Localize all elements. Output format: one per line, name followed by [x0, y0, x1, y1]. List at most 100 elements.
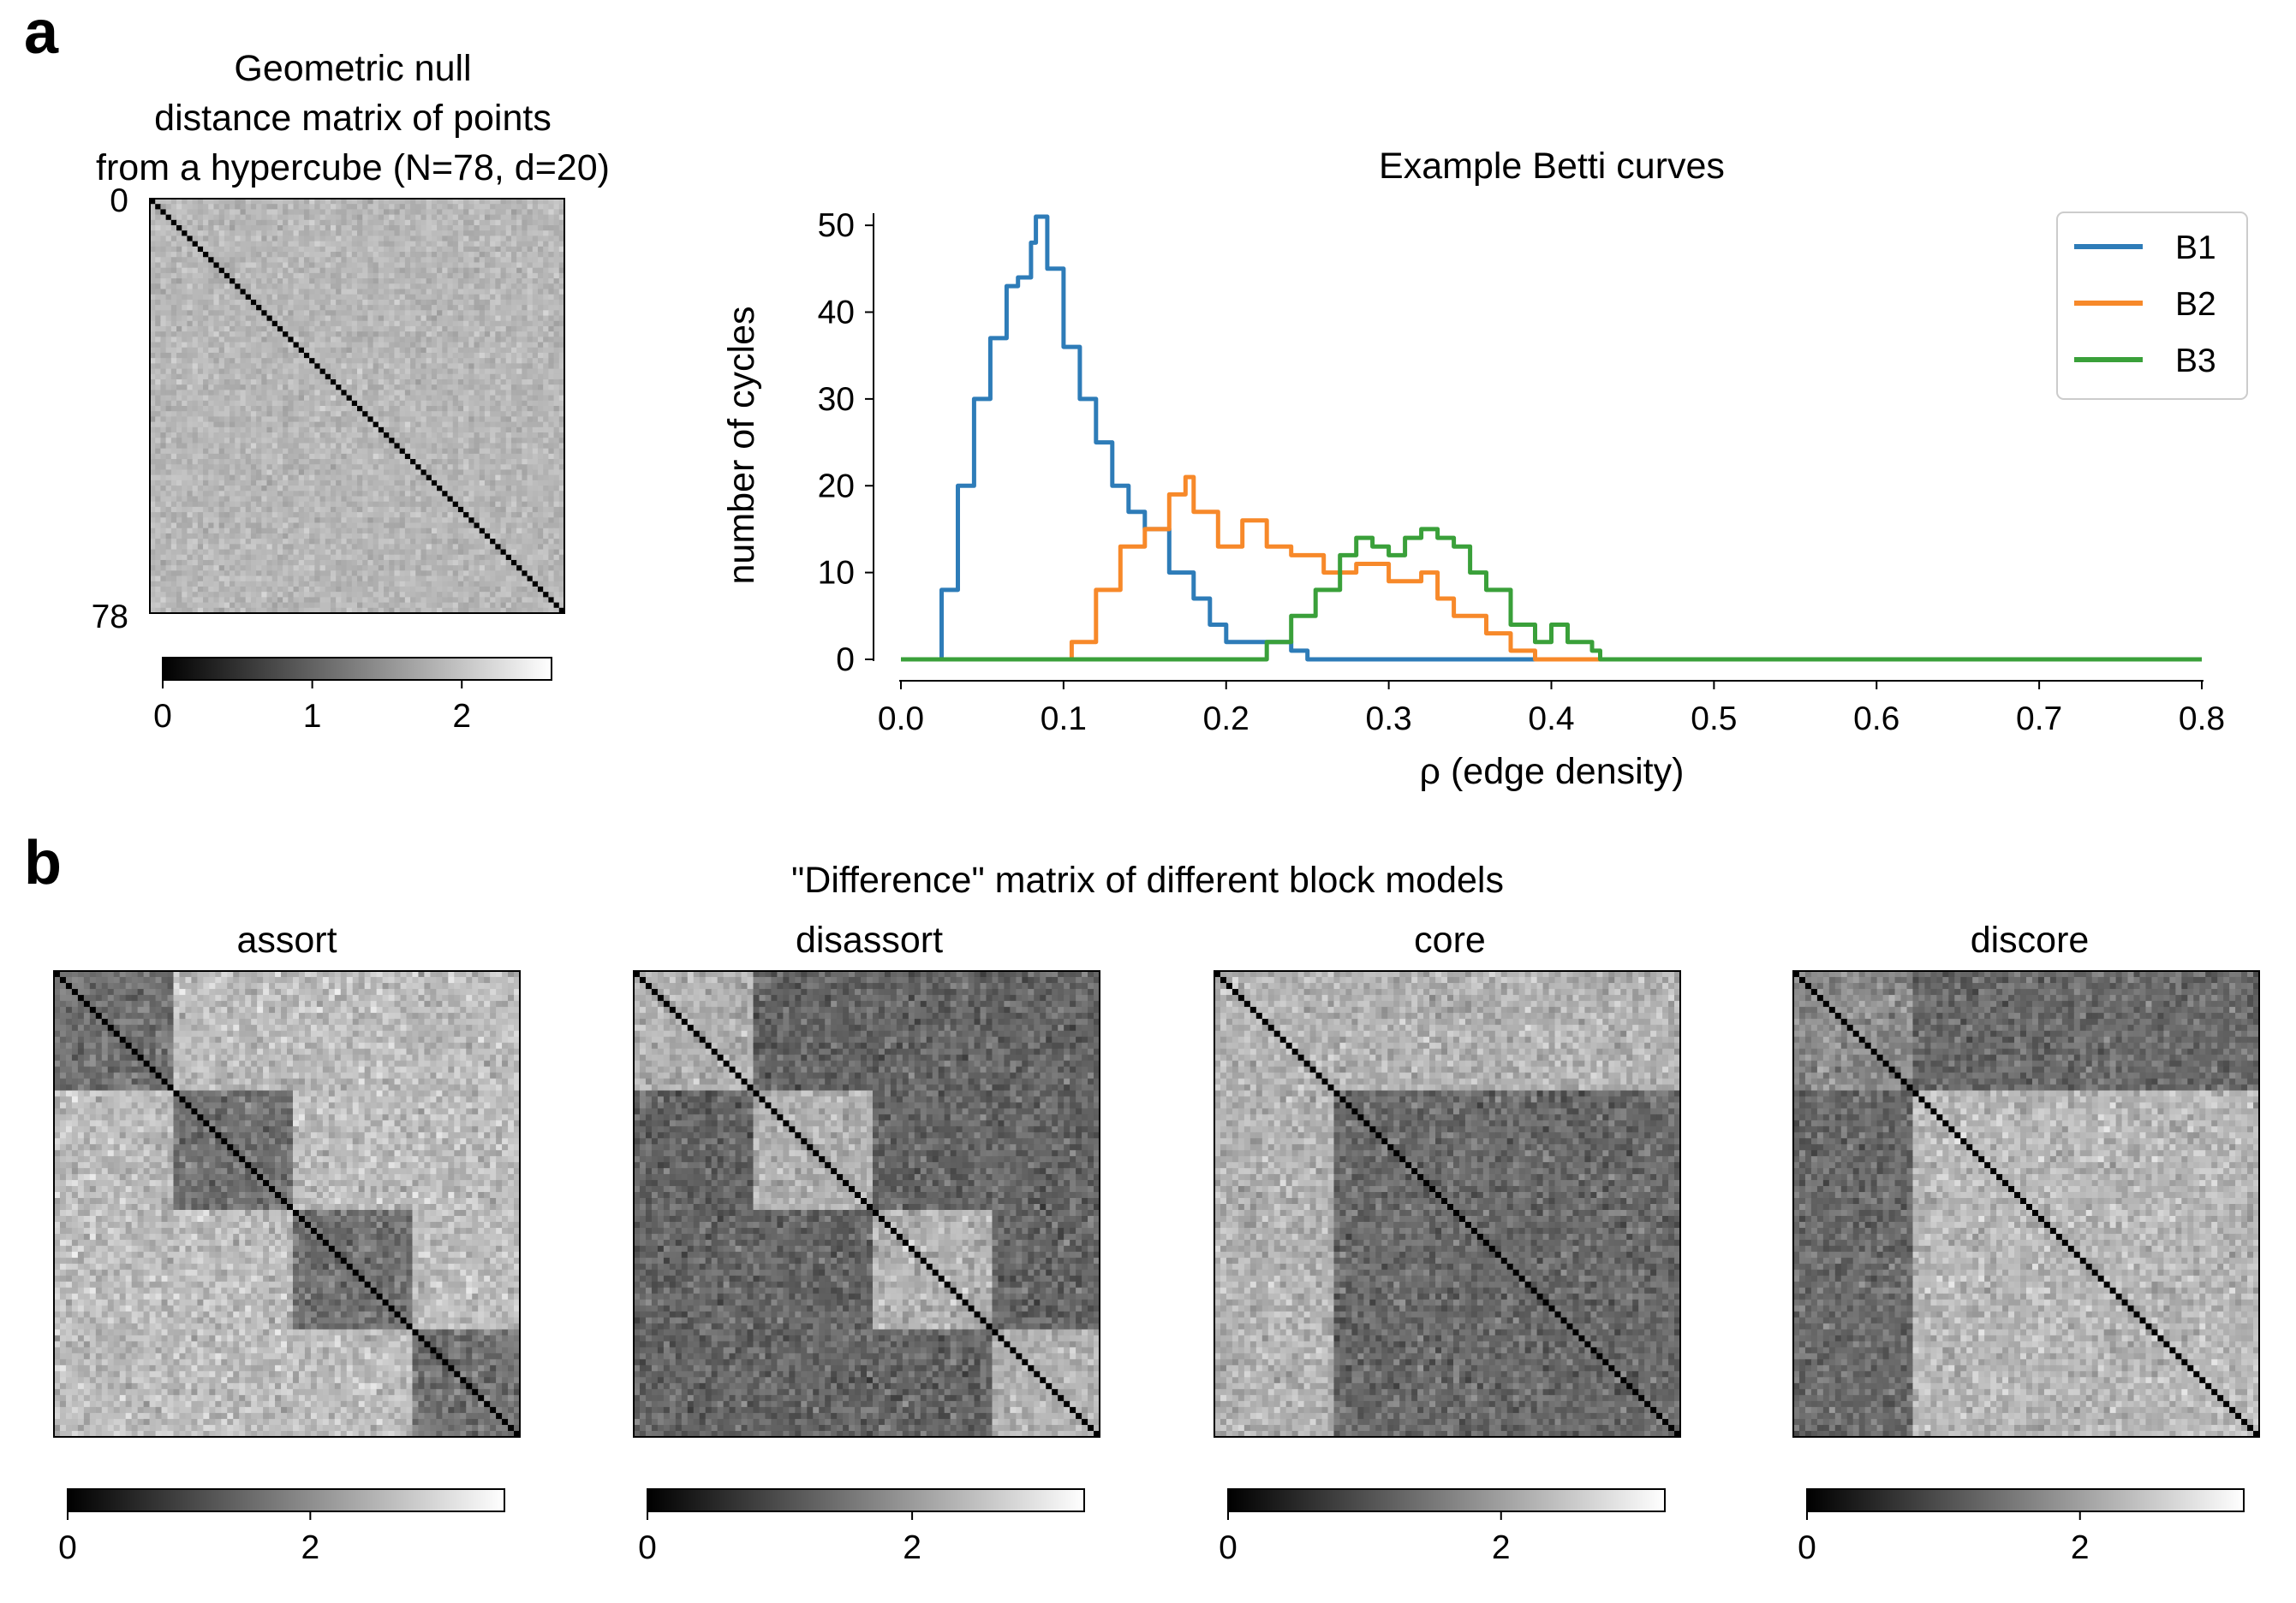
heatmap-cell — [532, 262, 539, 269]
heatmap-cell — [240, 438, 247, 444]
heatmap-cell — [415, 527, 422, 534]
heatmap-cell — [170, 474, 177, 481]
heatmap-cell — [558, 448, 565, 455]
heatmap-cell — [314, 501, 321, 508]
heatmap-cell — [309, 480, 315, 486]
heatmap-cell — [415, 204, 422, 211]
heatmap-cell — [479, 501, 486, 508]
heatmap-cell — [197, 384, 204, 390]
heatmap-cell — [277, 464, 283, 471]
heatmap-cell — [490, 283, 496, 290]
heatmap-cell — [277, 363, 283, 370]
heatmap-cell — [362, 448, 369, 455]
heatmap-cell — [431, 416, 438, 423]
heatmap-cell — [341, 421, 348, 428]
heatmap-cell — [240, 474, 247, 481]
heatmap-cell — [553, 533, 560, 539]
heatmap-cell — [527, 459, 534, 465]
heatmap-cell — [250, 390, 257, 396]
heatmap-cell — [271, 411, 278, 418]
heatmap-cell — [389, 506, 396, 513]
heatmap-cell — [431, 267, 438, 274]
heatmap-cell — [490, 325, 496, 332]
heatmap-cell — [261, 262, 268, 269]
heatmap-cell — [490, 426, 496, 433]
heatmap-cell — [420, 262, 427, 269]
heatmap-cell — [319, 426, 326, 433]
heatmap-cell — [410, 443, 416, 450]
heatmap-cell — [250, 325, 257, 332]
heatmap-cell — [346, 199, 353, 205]
heatmap-cell — [283, 337, 289, 343]
heatmap-cell — [389, 342, 396, 349]
heatmap-cell — [336, 506, 342, 513]
heatmap-cell — [288, 527, 295, 534]
heatmap-cell — [325, 267, 331, 274]
heatmap-cell — [150, 363, 156, 370]
heatmap-cell — [500, 257, 507, 264]
heatmap-cell — [341, 347, 348, 354]
heatmap-cell — [558, 421, 565, 428]
heatmap-cell — [426, 390, 432, 396]
heatmap-cell — [192, 299, 199, 306]
heatmap-cell — [537, 512, 544, 518]
heatmap-cell — [474, 469, 480, 476]
heatmap-cell — [271, 421, 278, 428]
heatmap-cell — [351, 533, 358, 539]
heatmap-cell — [330, 448, 337, 455]
heatmap-cell — [245, 209, 252, 216]
heatmap-cell — [373, 384, 379, 390]
heatmap-cell — [447, 199, 454, 205]
heatmap-cell — [516, 352, 522, 359]
heatmap-cell — [240, 352, 247, 359]
heatmap-cell — [367, 491, 374, 498]
heatmap-cell — [325, 352, 331, 359]
heatmap-cell — [170, 320, 177, 327]
heatmap-cell — [351, 331, 358, 337]
heatmap-cell — [495, 491, 502, 498]
heatmap-cell — [330, 325, 337, 332]
heatmap-cell — [208, 406, 215, 412]
heatmap-cell — [150, 199, 156, 205]
heatmap-cell — [410, 432, 416, 438]
heatmap-cell — [463, 438, 469, 444]
heatmap-cell — [176, 214, 182, 221]
heatmap-cell — [160, 522, 167, 529]
heatmap-cell — [235, 443, 242, 450]
heatmap-cell — [505, 459, 512, 465]
heatmap-cell — [474, 214, 480, 221]
heatmap-cell — [155, 438, 162, 444]
heatmap-cell — [362, 480, 369, 486]
heatmap-cell — [420, 299, 427, 306]
heatmap-cell — [362, 331, 369, 337]
heatmap-cell — [314, 267, 321, 274]
heatmap-cell — [277, 400, 283, 407]
heatmap-cell — [452, 230, 459, 237]
heatmap-cell — [197, 320, 204, 327]
heatmap-cell — [341, 426, 348, 433]
heatmap-cell — [510, 527, 517, 534]
heatmap-cell — [303, 512, 310, 518]
heatmap-cell — [192, 416, 199, 423]
heatmap-cell — [245, 305, 252, 311]
heatmap-cell — [293, 390, 300, 396]
heatmap-cell — [303, 230, 310, 237]
heatmap-cell — [357, 469, 363, 476]
heatmap-cell — [176, 219, 182, 226]
heatmap-cell — [537, 278, 544, 284]
heatmap-cell — [452, 390, 459, 396]
heatmap-cell — [420, 225, 427, 231]
heatmap-cell — [250, 438, 257, 444]
heatmap-cell — [479, 315, 486, 322]
heatmap-cell — [357, 219, 363, 226]
heatmap-cell — [490, 230, 496, 237]
heatmap-cell — [420, 453, 427, 460]
heatmap-cell — [155, 527, 162, 534]
heatmap-cell — [463, 257, 469, 264]
heatmap-cell — [505, 267, 512, 274]
heatmap-cell — [362, 506, 369, 513]
heatmap-cell — [415, 443, 422, 450]
heatmap-cell — [553, 469, 560, 476]
heatmap-cell — [558, 214, 565, 221]
heatmap-cell — [314, 209, 321, 216]
